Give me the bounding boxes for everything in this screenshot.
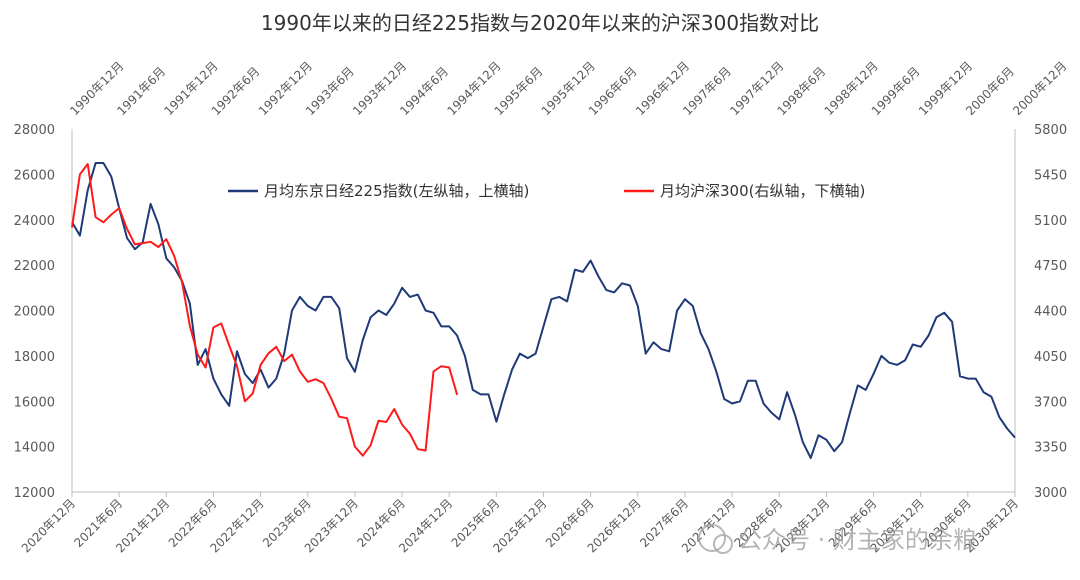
series-line-csi300 — [71, 163, 459, 457]
top-tick-label: 2000年12月 — [1010, 59, 1069, 118]
right-tick-label: 4050 — [1034, 350, 1067, 365]
bottom-tick-label: 2020年12月 — [19, 496, 78, 555]
left-tick-label: 14000 — [14, 441, 55, 456]
watermark-text: 公众号 · 财主家的余粮 — [738, 526, 977, 554]
left-tick-label: 22000 — [14, 259, 55, 274]
right-tick-label: 4400 — [1034, 305, 1067, 320]
left-axis-ticks: 12000 14000 16000 18000 20000 22000 24000 26000… — [14, 123, 55, 501]
legend: 月均东京日经225指数(左纵轴，上横轴) 月均沪深300(右纵轴，下横轴) — [228, 182, 865, 200]
right-tick-label: 3700 — [1034, 395, 1067, 410]
wechat-logo-icon-inner — [713, 534, 733, 554]
right-tick-label: 3000 — [1034, 486, 1067, 501]
chart-title: 1990年以来的日经225指数与2020年以来的沪深300指数对比 — [261, 11, 819, 35]
right-tick-label: 4750 — [1034, 259, 1067, 274]
right-tick-label: 5800 — [1034, 123, 1067, 138]
left-tick-label: 24000 — [14, 214, 55, 229]
legend-label-nikkei: 月均东京日经225指数(左纵轴，上横轴) — [264, 182, 529, 200]
left-tick-label: 16000 — [14, 395, 55, 410]
right-tick-label: 5450 — [1034, 168, 1067, 183]
right-tick-label: 3350 — [1034, 441, 1067, 456]
wechat-logo-icon — [698, 524, 726, 552]
left-tick-label: 28000 — [14, 123, 55, 138]
right-axis-ticks: 3000 3350 3700 4050 4400 4750 5100 5450 5800 — [1034, 123, 1067, 501]
top-axis-ticks: 1990年12月1991年6月1991年12月1992年6月1992年12月19… — [67, 59, 1069, 118]
left-tick-label: 20000 — [14, 305, 55, 320]
watermark: 公众号 · 财主家的余粮 — [698, 524, 977, 554]
right-tick-label: 5100 — [1034, 214, 1067, 229]
series-layer — [71, 162, 1016, 459]
left-tick-label: 12000 — [14, 486, 55, 501]
series-line-nikkei225 — [71, 162, 1016, 459]
left-tick-label: 18000 — [14, 350, 55, 365]
left-tick-label: 26000 — [14, 168, 55, 183]
plot-frame — [71, 129, 1016, 493]
legend-label-csi300: 月均沪深300(右纵轴，下横轴) — [660, 182, 865, 200]
